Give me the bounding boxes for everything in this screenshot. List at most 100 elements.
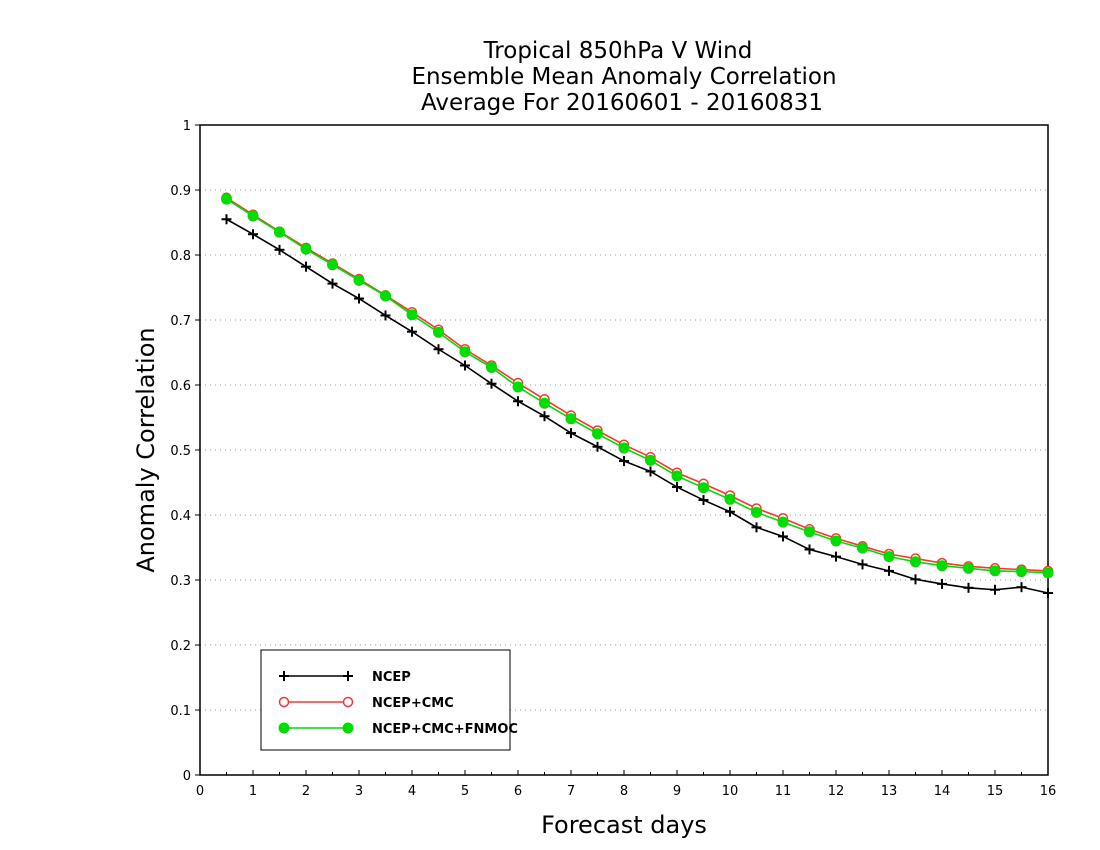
y-tick-label: 0.7 — [170, 314, 191, 329]
legend-marker — [342, 722, 354, 734]
y-axis-label: Anomaly Correlation — [132, 327, 160, 572]
data-point — [751, 522, 762, 533]
data-point — [990, 584, 1000, 595]
data-point — [433, 326, 444, 338]
data-point — [248, 229, 258, 240]
x-tick-label: 7 — [567, 784, 575, 799]
data-point — [672, 482, 682, 493]
data-point — [513, 396, 523, 407]
data-point — [221, 193, 232, 205]
data-point — [804, 526, 815, 538]
data-point — [910, 574, 921, 585]
series-0 — [221, 214, 1053, 598]
x-tick-label: 2 — [302, 784, 310, 799]
data-point — [936, 560, 948, 572]
y-tick-label: 0.3 — [170, 574, 191, 589]
chart-title: Tropical 850hPa V Wind Ensemble Mean Ano… — [411, 38, 836, 116]
data-point — [910, 556, 921, 568]
y-tick-label: 0.8 — [170, 249, 191, 264]
data-point — [592, 428, 603, 440]
data-point — [433, 344, 444, 355]
series-2 — [221, 193, 1054, 579]
data-point — [539, 397, 550, 409]
data-point — [486, 378, 497, 389]
data-point — [353, 274, 365, 286]
legend-label: NCEP+CMC+FNMOC — [372, 722, 518, 737]
legend-marker — [278, 696, 290, 708]
data-point — [751, 506, 762, 518]
data-point — [327, 259, 338, 271]
x-tick-label: 5 — [461, 784, 469, 799]
data-point — [301, 261, 311, 272]
data-point — [592, 441, 603, 452]
legend-marker — [343, 671, 353, 681]
legend: NCEP NCEP+CMC NCEP+CMC+FNMOC — [260, 649, 518, 751]
x-tick-label: 16 — [1040, 784, 1057, 799]
data-point — [247, 210, 259, 222]
data-point — [274, 226, 285, 238]
data-point — [565, 413, 577, 425]
legend-box — [260, 649, 511, 751]
legend-marker — [342, 696, 354, 708]
data-point — [380, 310, 391, 321]
data-point — [698, 482, 709, 494]
data-point — [671, 470, 683, 482]
data-point — [354, 293, 364, 304]
legend-label: NCEP+CMC — [372, 696, 454, 711]
legend-item-0: NCEP — [279, 670, 411, 685]
data-point — [512, 381, 524, 393]
x-tick-label: 13 — [881, 784, 898, 799]
series-1 — [221, 192, 1054, 577]
data-point — [1016, 566, 1027, 578]
data-point — [830, 535, 842, 547]
series-line-0 — [226, 218, 1049, 594]
data-point — [221, 214, 232, 225]
y-tick-label: 0.4 — [170, 509, 191, 524]
data-point — [459, 346, 471, 358]
x-tick-label: 1 — [249, 784, 257, 799]
data-point — [724, 493, 736, 505]
data-point — [566, 428, 576, 439]
y-tick-label: 0.9 — [170, 184, 191, 199]
x-tick-label: 14 — [934, 784, 951, 799]
data-point — [274, 244, 285, 255]
series-line-1 — [226, 197, 1049, 572]
data-point — [460, 360, 470, 371]
data-point — [963, 562, 974, 574]
x-axis-label: Forecast days — [541, 811, 707, 839]
data-point — [539, 411, 550, 422]
data-point — [1042, 567, 1054, 579]
data-point — [725, 506, 735, 517]
y-tick-label: 0.1 — [170, 704, 191, 719]
data-point — [406, 309, 418, 321]
data-point — [884, 565, 894, 576]
legend-item-1: NCEP+CMC — [278, 696, 454, 711]
x-tick-label: 0 — [196, 784, 204, 799]
title-line-3: Average For 20160601 - 20160831 — [421, 90, 823, 116]
data-point — [698, 495, 709, 506]
data-point — [777, 516, 789, 528]
y-tick-label: 1 — [183, 119, 191, 134]
y-tick-label: 0.6 — [170, 379, 191, 394]
legend-marker — [279, 671, 289, 681]
x-tick-label: 6 — [514, 784, 522, 799]
data-point — [1043, 588, 1053, 598]
legend-marker — [278, 722, 290, 734]
legend-label: NCEP — [372, 670, 411, 685]
x-tick-label: 12 — [828, 784, 845, 799]
title-line-1: Tropical 850hPa V Wind — [483, 38, 753, 64]
x-tick-label: 11 — [775, 784, 792, 799]
data-point — [883, 551, 895, 563]
axis-ticks: 00.10.20.30.40.50.60.70.80.910 1 2 3 4 5 6 7 8 9 1… — [170, 119, 1056, 799]
x-tick-label: 9 — [673, 784, 681, 799]
y-tick-label: 0 — [183, 769, 191, 784]
title-line-2: Ensemble Mean Anomaly Correlation — [411, 64, 836, 90]
data-point — [486, 361, 497, 373]
data-point — [804, 544, 815, 555]
x-tick-label: 15 — [987, 784, 1004, 799]
data-point — [300, 243, 312, 255]
series-line-2 — [226, 198, 1049, 574]
data-point — [327, 278, 338, 289]
data-point — [1016, 582, 1027, 593]
x-tick-label: 8 — [620, 784, 628, 799]
